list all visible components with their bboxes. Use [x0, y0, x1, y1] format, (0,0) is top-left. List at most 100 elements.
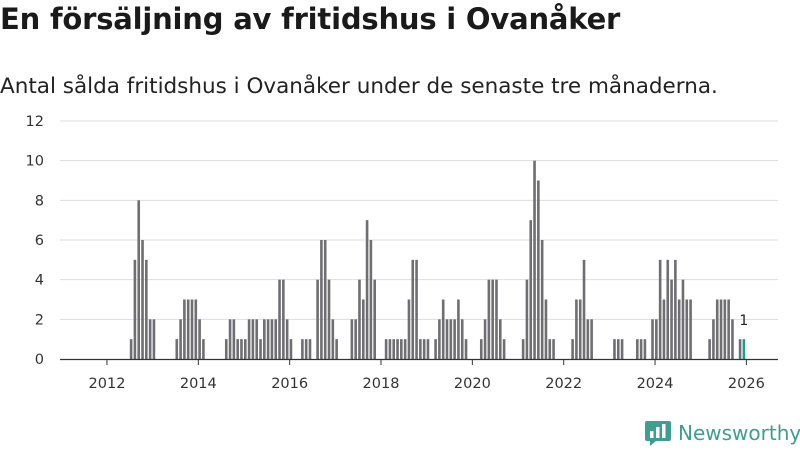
bar: [247, 319, 251, 359]
bar: [232, 319, 236, 359]
bar: [537, 180, 540, 359]
bar: [350, 319, 354, 359]
bar: [666, 259, 670, 359]
bar: [438, 319, 441, 359]
bar: [533, 160, 536, 359]
chart-subtitle: Antal sålda fritidshus i Ovanåker under …: [0, 74, 718, 99]
bar: [148, 319, 152, 359]
bar: [670, 279, 673, 359]
x-tick-label: 2018: [363, 376, 400, 392]
bar: [358, 279, 361, 359]
bar: [259, 339, 262, 359]
bar: [137, 200, 141, 359]
bar: [190, 299, 194, 359]
bar: [586, 319, 590, 359]
bar: [495, 279, 498, 359]
bar: [460, 319, 464, 359]
bar: [411, 259, 415, 359]
bar: [681, 279, 685, 359]
y-tick-label: 4: [35, 273, 44, 289]
bar: [179, 319, 182, 359]
x-tick-label: 2016: [271, 376, 308, 392]
bar: [274, 319, 278, 359]
bar: [240, 339, 243, 359]
bar: [723, 299, 727, 359]
x-tick-label: 2024: [637, 376, 674, 392]
bar: [373, 279, 376, 359]
bar: [613, 339, 616, 359]
bar: [145, 259, 148, 359]
bar: [270, 319, 274, 359]
bar: [727, 299, 730, 359]
bar: [590, 319, 593, 359]
bar: [616, 339, 620, 359]
x-tick-label: 2020: [454, 376, 491, 392]
y-tick-label: 2: [35, 312, 44, 328]
last-value-label: 1: [739, 313, 748, 329]
bar: [415, 259, 418, 359]
bar: [400, 339, 403, 359]
bar: [228, 319, 232, 359]
y-tick-label: 6: [35, 233, 44, 249]
bar: [320, 240, 323, 359]
y-tick-label: 12: [26, 114, 44, 130]
x-tick-label: 2012: [89, 376, 126, 392]
bar: [582, 259, 586, 359]
bar: [548, 339, 552, 359]
x-axis: 2012 2014 2016 2018 2020 2022 2024 2026: [60, 358, 778, 392]
bar: [525, 279, 529, 359]
y-axis-ticks: 0 2 4 6 8 10 12: [26, 114, 44, 368]
bar: [282, 279, 285, 359]
bar: [198, 319, 201, 359]
bar: [369, 240, 373, 359]
bar: [674, 259, 677, 359]
bar: [677, 299, 681, 359]
bar: [662, 299, 666, 359]
bar: [183, 299, 186, 359]
bar: [316, 279, 319, 359]
newsworthy-icon: [645, 421, 671, 446]
bar: [487, 279, 491, 359]
bar: [186, 299, 190, 359]
bar: [278, 279, 281, 359]
bar: [651, 319, 654, 359]
bar: [323, 240, 327, 359]
bar: [285, 319, 289, 359]
bar: [742, 339, 746, 359]
bar: [236, 339, 239, 359]
brand-name: Newsworthy: [678, 421, 800, 445]
bar: [636, 339, 639, 359]
y-tick-label: 8: [35, 193, 44, 209]
bar: [243, 339, 247, 359]
x-tick-label: 2022: [545, 376, 582, 392]
bar: [689, 299, 692, 359]
bar: [445, 319, 449, 359]
bar: [441, 299, 445, 359]
bar: [521, 339, 525, 359]
bar: [578, 299, 582, 359]
data-labels: 1: [739, 313, 748, 329]
bar: [194, 299, 198, 359]
bar: [426, 339, 430, 359]
bar: [263, 319, 266, 359]
bar: [434, 339, 437, 359]
bar: [483, 319, 487, 359]
y-tick-label: 10: [26, 154, 44, 170]
bar: [708, 339, 711, 359]
bar: [719, 299, 723, 359]
bar: [738, 339, 742, 359]
bar: [255, 319, 259, 359]
bar: [289, 339, 293, 359]
bar: [643, 339, 647, 359]
bar: [361, 299, 365, 359]
bar: [354, 319, 357, 359]
bar: [502, 339, 506, 359]
bar: [658, 259, 662, 359]
bar: [396, 339, 399, 359]
bar: [685, 299, 689, 359]
bar: [575, 299, 578, 359]
bar: [479, 339, 483, 359]
bar: [540, 240, 544, 359]
bar: [422, 339, 426, 359]
